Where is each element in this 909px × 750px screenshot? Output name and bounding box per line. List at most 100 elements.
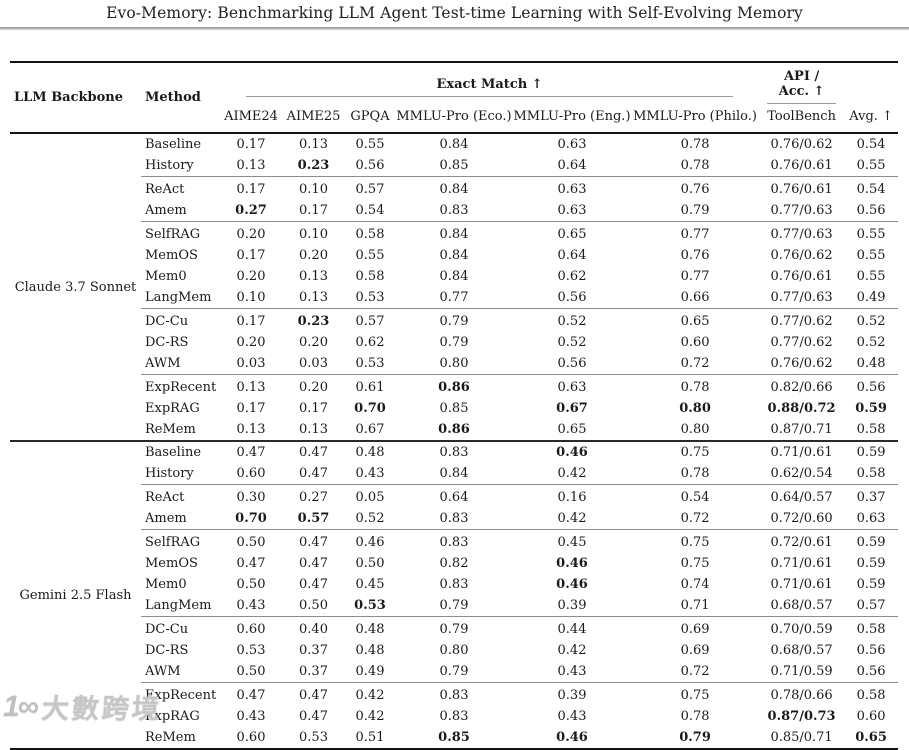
value-cell: 0.85/0.71 bbox=[770, 730, 833, 745]
value-cell: 0.13 bbox=[299, 137, 328, 152]
value-cell: 0.87/0.73 bbox=[767, 709, 836, 724]
value-cell: 0.48 bbox=[856, 356, 886, 371]
value-cell: 0.60 bbox=[236, 730, 266, 745]
value-cell: 0.55 bbox=[844, 221, 899, 245]
method-cell: ExpRecent bbox=[141, 682, 220, 706]
value-cell: 0.68/0.57 bbox=[770, 643, 833, 658]
value-cell: 0.56 bbox=[355, 158, 385, 173]
value-cell: 0.80 bbox=[679, 401, 711, 416]
table-row: ReMem 0.13 0.13 0.67 0.86 0.65 0.80 0.87/0.71 0.… bbox=[10, 419, 898, 441]
method-cell: Mem0 bbox=[145, 577, 187, 592]
value-cell: 0.76/0.62 bbox=[770, 137, 833, 152]
value-cell: 0.75 bbox=[680, 556, 710, 571]
value-cell: 0.49 bbox=[856, 290, 886, 305]
value-cell: 0.68/0.57 bbox=[770, 598, 833, 613]
value-cell: 0.70 bbox=[235, 511, 267, 526]
value-cell: 0.59 bbox=[856, 556, 886, 571]
value-cell: 0.10 bbox=[236, 290, 266, 305]
value-cell: 0.47 bbox=[299, 556, 328, 571]
value-cell: 0.76 bbox=[631, 176, 760, 200]
method-cell: ReMem bbox=[145, 730, 196, 745]
value-cell: 0.43 bbox=[355, 466, 385, 481]
table-row: ExpRecent 0.13 0.20 0.61 0.86 0.63 0.78 0.82/0.… bbox=[10, 374, 899, 398]
value-cell: 0.62 bbox=[557, 269, 587, 284]
method-cell: AWM bbox=[145, 356, 181, 371]
value-cell: 0.58 bbox=[856, 422, 886, 437]
value-cell: 0.47 bbox=[282, 440, 345, 463]
header-toolbench: ToolBench bbox=[767, 109, 836, 124]
value-cell: 0.47 bbox=[220, 682, 282, 706]
method-cell: DC-RS bbox=[145, 335, 189, 350]
value-cell: 0.48 bbox=[345, 440, 395, 463]
table-row: LangMem 0.43 0.50 0.53 0.79 0.39 0.71 0.68/0.57… bbox=[10, 595, 898, 617]
table-row: AWM 0.50 0.37 0.49 0.79 0.43 0.72 0.71/0.59 0.56 bbox=[10, 661, 898, 683]
value-cell: 0.50 bbox=[236, 577, 266, 592]
value-cell: 0.47 bbox=[236, 556, 266, 571]
value-cell: 0.42 bbox=[557, 511, 587, 526]
value-cell: 0.43 bbox=[236, 598, 266, 613]
value-cell: 0.13 bbox=[236, 158, 266, 173]
value-cell: 0.77 bbox=[631, 221, 760, 245]
value-cell: 0.42 bbox=[355, 709, 385, 724]
value-cell: 0.60 bbox=[856, 709, 886, 724]
value-cell: 0.76/0.61 bbox=[770, 269, 833, 284]
value-cell: 0.56 bbox=[856, 643, 886, 658]
value-cell: 0.85 bbox=[438, 730, 470, 745]
value-cell: 0.63 bbox=[513, 176, 631, 200]
value-cell: 0.52 bbox=[355, 511, 385, 526]
results-table: LLM Backbone Method Exact Match ↑ API / … bbox=[10, 61, 899, 750]
value-cell: 0.46 bbox=[513, 440, 631, 463]
value-cell: 0.37 bbox=[844, 484, 899, 508]
value-cell: 0.20 bbox=[236, 335, 266, 350]
method-cell: DC-RS bbox=[145, 643, 189, 658]
value-cell: 0.13 bbox=[236, 422, 266, 437]
value-cell: 0.71/0.61 bbox=[759, 440, 845, 463]
table-row: ReAct 0.17 0.10 0.57 0.84 0.63 0.76 0.76/0.61 0.… bbox=[10, 176, 899, 200]
value-cell: 0.59 bbox=[856, 577, 886, 592]
value-cell: 0.86 bbox=[438, 422, 470, 437]
value-cell: 0.83 bbox=[439, 511, 469, 526]
value-cell: 0.13 bbox=[299, 290, 328, 305]
value-cell: 0.47 bbox=[282, 529, 345, 553]
value-cell: 0.75 bbox=[631, 440, 760, 463]
value-cell: 0.79 bbox=[439, 335, 469, 350]
value-cell: 0.63 bbox=[557, 137, 587, 152]
value-cell: 0.17 bbox=[236, 137, 266, 152]
value-cell: 0.55 bbox=[856, 158, 886, 173]
value-cell: 0.71 bbox=[680, 598, 710, 613]
header-group-exact-match: Exact Match ↑ bbox=[220, 62, 759, 104]
value-cell: 0.82 bbox=[439, 556, 469, 571]
value-cell: 0.03 bbox=[299, 356, 328, 371]
method-cell: ExpRecent bbox=[141, 374, 220, 398]
value-cell: 0.65 bbox=[855, 730, 887, 745]
value-cell: 0.55 bbox=[856, 269, 886, 284]
value-cell: 0.71/0.59 bbox=[770, 664, 833, 679]
value-cell: 0.60 bbox=[680, 335, 710, 350]
table-row: ExpRAG 0.17 0.17 0.70 0.85 0.67 0.80 0.88/0.72 0… bbox=[10, 398, 898, 419]
value-cell: 0.71/0.61 bbox=[770, 556, 833, 571]
value-cell: 0.53 bbox=[354, 598, 386, 613]
header-row-groups: LLM Backbone Method Exact Match ↑ API / … bbox=[10, 62, 898, 105]
value-cell: 0.40 bbox=[282, 616, 345, 640]
value-cell: 0.56 bbox=[856, 664, 886, 679]
value-cell: 0.71/0.61 bbox=[770, 577, 833, 592]
value-cell: 0.47 bbox=[299, 709, 328, 724]
value-cell: 0.39 bbox=[513, 682, 631, 706]
value-cell: 0.58 bbox=[856, 466, 886, 481]
method-cell: History bbox=[145, 158, 194, 173]
value-cell: 0.20 bbox=[299, 248, 328, 263]
value-cell: 0.86 bbox=[395, 374, 513, 398]
value-cell: 0.45 bbox=[513, 529, 631, 553]
value-cell: 0.46 bbox=[556, 730, 588, 745]
header-llm-backbone: LLM Backbone bbox=[14, 90, 124, 105]
value-cell: 0.27 bbox=[235, 203, 267, 218]
value-cell: 0.13 bbox=[299, 422, 328, 437]
value-cell: 0.56 bbox=[856, 203, 886, 218]
value-cell: 0.76/0.62 bbox=[770, 248, 833, 263]
header-spacer bbox=[844, 62, 898, 104]
value-cell: 0.59 bbox=[844, 529, 899, 553]
value-cell: 0.83 bbox=[439, 203, 469, 218]
value-cell: 0.66 bbox=[680, 290, 710, 305]
value-cell: 0.10 bbox=[282, 221, 345, 245]
method-cell: SelfRAG bbox=[141, 221, 220, 245]
